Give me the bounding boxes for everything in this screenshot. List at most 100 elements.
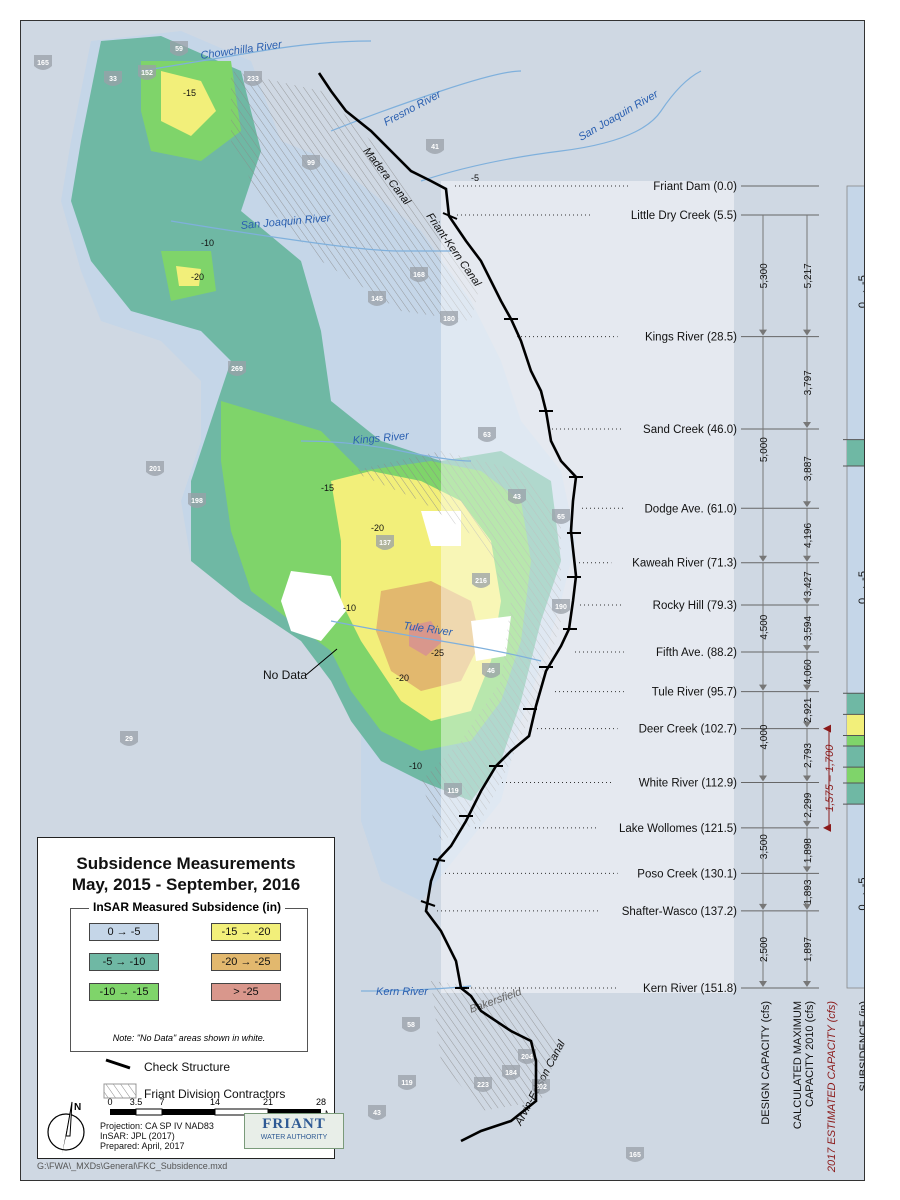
contour-label: -25 [431,648,444,658]
svg-text:165: 165 [629,1152,641,1159]
highway-shield: 269 [228,361,246,376]
swatch-over-25: > -25 [211,983,281,1001]
subsidence-zones [61,31,576,901]
highway-shield: 59 [170,41,188,56]
highway-shield: 65 [552,509,570,524]
contour-label: -20 [371,523,384,533]
highway-shield: 43 [508,489,526,504]
legend-title-line1: Subsidence Measurements [76,854,296,873]
contour-label: -15 [321,483,334,493]
svg-text:180: 180 [443,316,455,323]
max-capacity-arrow [803,329,811,336]
max-capacity-value: 4,196 [803,523,814,548]
svg-text:41: 41 [431,144,439,151]
design-capacity-value: 3,500 [759,834,770,859]
design-capacity-arrow [759,775,767,782]
highway-shield: 184 [502,1065,520,1080]
subsidence-column-label: 0 → -5 [857,571,864,604]
svg-text:152: 152 [141,70,153,77]
highway-shield: 165 [34,55,52,70]
no-data-label: No Data [263,668,307,682]
design-capacity-value: 5,300 [759,263,770,288]
max-capacity-value: 1,897 [803,936,814,961]
swatch-20-to-25: -20 → -25 [211,953,281,971]
canal-profile-chart: Friant Dam (0.0) Little Dry Creek (5.5) Ki… [437,181,864,1173]
highway-shield: 201 [146,461,164,476]
svg-text:N: N [74,1102,81,1113]
zone-15-to-20 [161,71,501,721]
highway-shield: 41 [426,139,444,154]
max-capacity-value: 3,887 [803,456,814,481]
station-label: Kings River (28.5) [645,332,737,344]
highway-shield: 99 [302,155,320,170]
highway-shield: 63 [478,427,496,442]
highway-shield: 145 [368,291,386,306]
north-arrow-icon: N [47,1101,85,1154]
column-header: SUBSIDENCE (in) [858,1001,864,1091]
max-capacity-arrow [803,903,811,910]
highway-shield: 190 [552,599,570,614]
svg-text:233: 233 [247,76,259,83]
contour-label: -15 [183,88,196,98]
subsidence-column-segment [847,746,864,768]
check-structure [432,858,446,862]
river-label: Kings River [352,430,410,447]
station-label: Tule River (95.7) [652,687,737,699]
subsidence-column-segment [847,767,864,784]
file-path-text: G:\FWA\_MXDs\General\FKC_Subsidence.mxd [37,1161,228,1171]
est-capacity-arrow [823,823,831,832]
design-capacity-arrow [759,903,767,910]
svg-text:269: 269 [231,366,243,373]
svg-text:65: 65 [557,514,565,521]
highway-shield: 204 [518,1049,536,1064]
subsidence-class-box: InSAR Measured Subsidence (in) 0 → -5 -5… [70,900,308,1052]
canal-route [317,72,578,1143]
max-capacity-value: 3,797 [803,370,814,395]
column-header: DESIGN CAPACITY (cfs) [760,1001,772,1125]
design-capacity-value: 2,500 [759,936,770,961]
station-label: Kaweah River (71.3) [632,558,737,570]
check-structure-label: Check Structure [144,1060,231,1074]
station-label: Fifth Ave. (88.2) [656,647,737,659]
check-structures [420,212,583,989]
est-capacity-arrow [823,724,831,733]
design-capacity-arrow [759,329,767,336]
highway-shield: 233 [244,71,262,86]
station-label: Kern River (151.8) [643,983,737,995]
column-header: CALCULATED MAXIMUM [792,1001,804,1129]
profile-panel [441,181,734,993]
station-label: Dodge Ave. (61.0) [645,503,738,515]
svg-text:29: 29 [125,736,133,743]
scale-tick-label: 7 [159,1097,164,1107]
max-capacity-arrow [803,597,811,604]
design-capacity-value: 4,500 [759,614,770,639]
design-capacity-arrow [759,555,767,562]
subsidence-column-segment [847,439,864,467]
max-capacity-value: 4,060 [803,659,814,684]
design-capacity-arrow [759,684,767,691]
highway-shield: 152 [138,65,156,80]
check-structure [420,900,436,907]
station-label: Friant Dam (0.0) [653,181,737,193]
no-data-areas [281,511,511,661]
highway-shield: 223 [474,1077,492,1092]
legend-title-line2: May, 2015 - September, 2016 [71,875,301,894]
svg-text:184: 184 [505,1070,517,1077]
swatch-5-to-10: -5 → -10 [89,953,159,971]
projection-text: Projection: CA SP IV NAD83 [100,1121,214,1131]
contractor-hatch [231,71,561,1111]
station-label: White River (112.9) [639,777,737,789]
highway-shield: 119 [398,1075,416,1090]
svg-text:99: 99 [307,160,315,167]
svg-text:58: 58 [407,1022,415,1029]
max-capacity-value: 1,893 [803,879,814,904]
subsidence-column-segment [847,714,864,736]
column-header: CAPACITY 2010 (cfs) [804,1001,816,1107]
station-label: Poso Creek (130.1) [637,868,737,880]
design-capacity-value: 5,000 [759,437,770,462]
svg-text:33: 33 [109,76,117,83]
check-structure-symbol [105,1058,131,1070]
contour-label: -10 [409,761,422,771]
contour-label: -10 [343,603,356,613]
map-frame: -15 -20 -10 -20 -15 -25 -20 -10 -5 -10 C… [20,20,865,1181]
